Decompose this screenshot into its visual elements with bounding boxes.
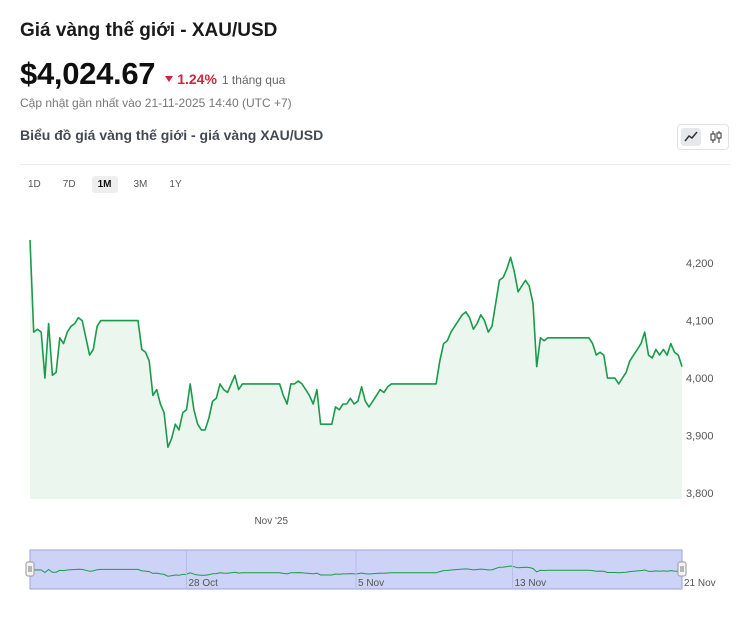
down-arrow-icon (165, 76, 174, 82)
range-7d[interactable]: 7D (62, 179, 76, 190)
navigator-tick-label: 21 Nov (684, 578, 716, 589)
y-tick-label: 4,100 (686, 316, 714, 328)
change-period: 1 tháng qua (221, 73, 286, 87)
change-percent: 1.24% (177, 71, 217, 87)
price-area (30, 240, 682, 499)
range-1d[interactable]: 1D (28, 179, 41, 190)
y-tick-label: 3,900 (686, 431, 714, 443)
range-selector: 1D 7D 1M 3M 1Y (22, 176, 198, 193)
range-3m[interactable]: 3M (133, 179, 148, 190)
price-change: 1.24% 1 tháng qua (165, 71, 285, 87)
y-tick-label: 4,000 (686, 373, 714, 385)
y-tick-label: 3,800 (686, 488, 714, 500)
navigator-tick-label: 28 Oct (188, 578, 218, 589)
current-price: $4,024.67 (20, 56, 156, 91)
chart-mode-toggle (677, 124, 729, 150)
price-line (29, 239, 683, 449)
chart-subtitle: Biểu đồ giá vàng thế giới - giá vàng XAU… (20, 127, 324, 143)
navigator-left-handle[interactable] (25, 561, 35, 577)
x-tick-label: Nov '25 (254, 516, 288, 527)
range-1y[interactable]: 1Y (169, 179, 182, 190)
price-row: $4,024.67 1.24% 1 tháng qua (20, 56, 285, 92)
last-updated: Cập nhật gần nhất vào 21-11-2025 14:40 (… (20, 96, 292, 110)
navigator-tick-label: 13 Nov (514, 578, 546, 589)
navigator-right-handle[interactable] (677, 561, 687, 577)
y-tick-label: 4,200 (686, 258, 714, 270)
candlestick-icon[interactable] (706, 128, 726, 146)
header-divider (20, 164, 730, 165)
page-title: Giá vàng thế giới - XAU/USD (20, 20, 278, 41)
range-1m[interactable]: 1M (91, 176, 118, 193)
navigator-tick-label: 5 Nov (358, 578, 384, 589)
line-chart-icon[interactable] (680, 128, 701, 146)
